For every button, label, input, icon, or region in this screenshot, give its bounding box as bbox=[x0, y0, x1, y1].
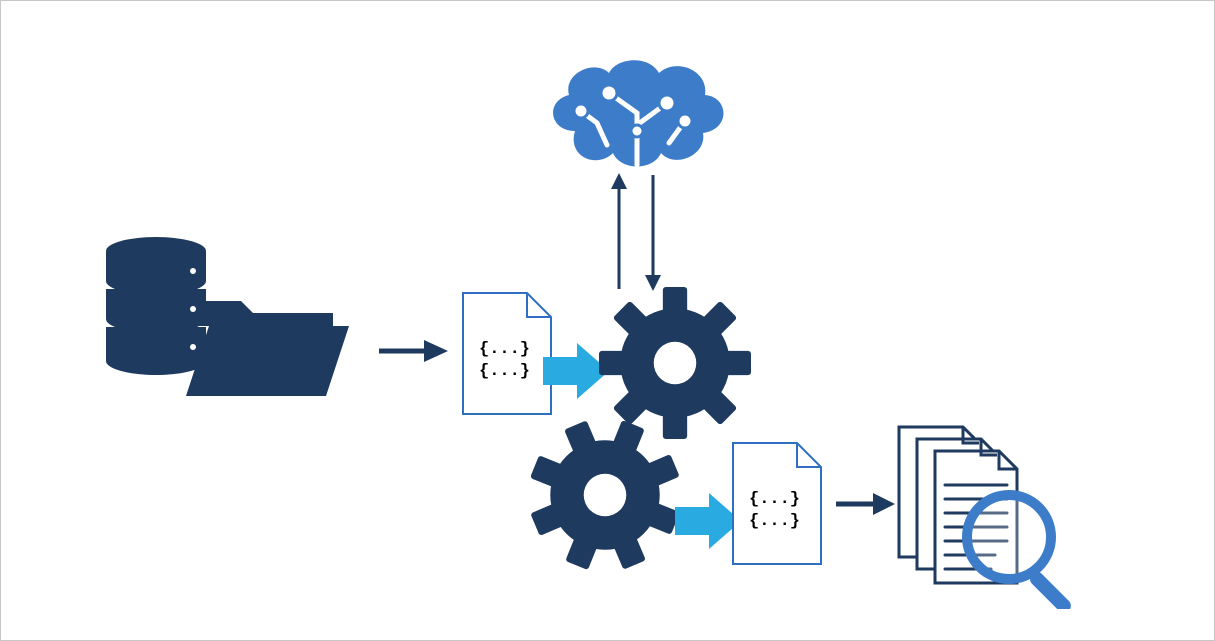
documents-magnifier-icon bbox=[891, 419, 1091, 609]
diagram-canvas: {...} {...} bbox=[0, 0, 1215, 641]
json-document-2-text: {...} {...} bbox=[749, 489, 800, 533]
json-document-icon-2: {...} {...} bbox=[731, 441, 823, 566]
arrow-data-to-json bbox=[376, 336, 451, 366]
gear-icon-1 bbox=[599, 287, 751, 439]
json-document-1-text: {...} {...} bbox=[479, 339, 530, 383]
ai-brain-icon bbox=[537, 53, 737, 181]
json-document-icon-1: {...} {...} bbox=[461, 291, 553, 416]
arrow-gear-to-brain bbox=[601, 171, 671, 293]
arrow-json-to-results bbox=[833, 489, 897, 519]
gear-icon-2 bbox=[529, 419, 681, 571]
database-folder-icon bbox=[101, 231, 351, 411]
